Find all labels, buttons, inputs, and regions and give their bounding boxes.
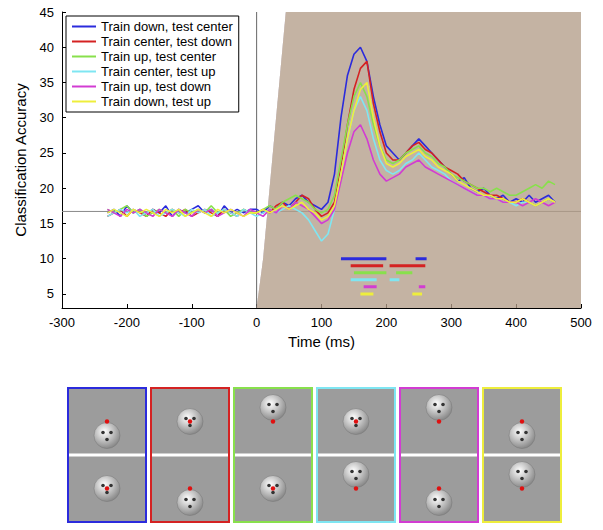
svg-text:400: 400: [505, 315, 527, 330]
svg-text:Train up, test down: Train up, test down: [101, 79, 211, 94]
svg-text:-300: -300: [49, 315, 75, 330]
svg-text:20: 20: [40, 181, 54, 196]
svg-text:10: 10: [40, 251, 54, 266]
svg-text:45: 45: [40, 5, 54, 20]
svg-text:40: 40: [40, 40, 54, 55]
svg-text:Train down, test center: Train down, test center: [101, 19, 233, 34]
svg-text:Time (ms): Time (ms): [288, 333, 355, 350]
svg-text:15: 15: [40, 216, 54, 231]
svg-text:300: 300: [440, 315, 462, 330]
svg-text:Train down, test up: Train down, test up: [101, 94, 211, 109]
svg-text:Train center, test up: Train center, test up: [101, 64, 215, 79]
svg-text:200: 200: [376, 315, 398, 330]
svg-text:-200: -200: [114, 315, 140, 330]
svg-text:0: 0: [253, 315, 260, 330]
svg-text:100: 100: [311, 315, 333, 330]
svg-text:500: 500: [570, 315, 592, 330]
svg-text:Classification Accuracy: Classification Accuracy: [12, 83, 29, 237]
svg-text:5: 5: [47, 286, 54, 301]
svg-text:Train up, test center: Train up, test center: [101, 49, 217, 64]
svg-text:30: 30: [40, 110, 54, 125]
svg-text:-100: -100: [179, 315, 205, 330]
svg-text:Train center, test down: Train center, test down: [101, 34, 232, 49]
svg-text:35: 35: [40, 75, 54, 90]
svg-text:25: 25: [40, 145, 54, 160]
